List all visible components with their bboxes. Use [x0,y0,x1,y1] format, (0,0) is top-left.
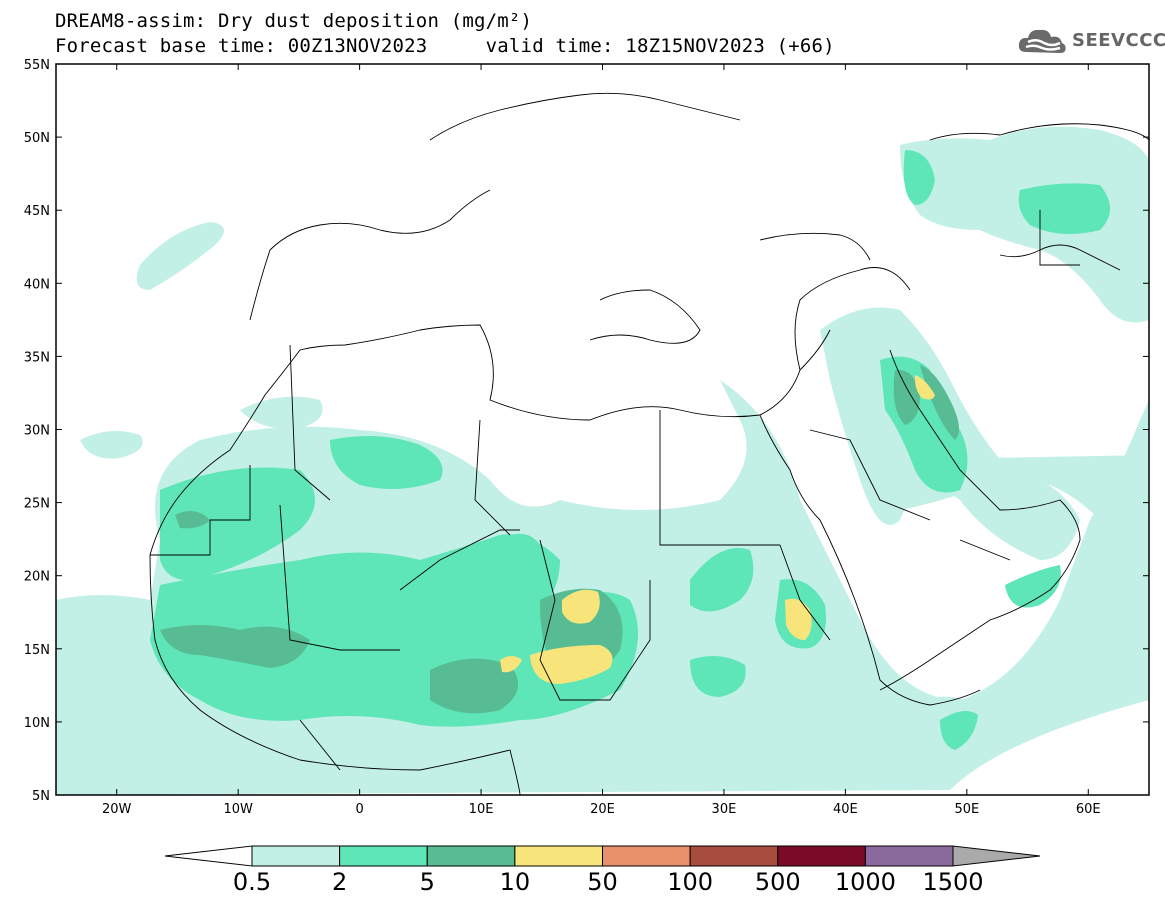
colorbar-label: 0.5 [232,868,272,896]
lon-axis: 20W 10W 0 10E 20E 30E 40E 50E 60E [102,64,1101,817]
lat-tick-label: 25N [24,497,50,512]
colorbar-swatch [602,845,691,867]
colorbar-label: 5 [419,868,435,896]
lon-tick-label: 10W [223,802,253,817]
lon-tick-label: 20E [590,802,615,817]
colorbar-left-arrow [164,845,253,867]
lat-tick-label: 50N [24,131,50,146]
map-title: DREAM8-assim: Dry dust deposition (mg/m²… [55,10,533,32]
lon-tick-label: 10E [469,802,494,817]
lat-tick-label: 40N [24,277,50,292]
colorbar-label: 1500 [922,868,984,896]
cloud-icon [1018,29,1066,53]
lat-tick-label: 35N [24,350,50,365]
colorbar-swatch [251,845,341,867]
colorbar-swatch [339,845,428,867]
lon-tick-label: 40E [833,802,858,817]
lat-tick-label: 15N [24,643,50,658]
colorbar-label: 1000 [834,868,896,896]
lat-tick-label: 30N [24,424,50,439]
colorbar-swatch [777,845,866,867]
lon-tick-label: 20W [102,802,132,817]
lat-tick-label: 20N [24,570,50,585]
colorbar-label: 2 [331,868,348,896]
logo-text: SEEVCCC [1072,30,1165,51]
dust-fields [56,126,1149,795]
colorbar-right-arrow [952,845,1041,867]
seevccc-logo: SEEVCCC [1016,24,1165,60]
colorbar-swatch [514,845,603,867]
colorbar-label: 500 [754,868,801,896]
colorbar [164,845,1041,867]
lat-axis: 55N 50N 45N 40N 35N 30N 25N 20N 15N 10N 5N [24,58,1149,804]
lat-tick-label: 10N [24,716,50,731]
colorbar-swatch [426,845,516,867]
lon-tick-label: 50E [954,802,979,817]
colorbar-swatch [864,845,954,867]
lat-tick-label: 55N [24,58,50,73]
lon-tick-label: 0 [355,802,363,817]
lat-tick-label: 45N [24,204,50,219]
colorbar-label: 10 [499,868,531,896]
colorbar-label: 50 [587,868,618,896]
lon-tick-label: 60E [1076,802,1101,817]
coastlines [149,92,1149,795]
forecast-time-line: Forecast base time: 00Z13NOV2023 valid t… [55,35,835,57]
colorbar-label: 100 [667,868,714,896]
colorbar-swatch [689,845,779,867]
lat-tick-label: 5N [32,789,50,804]
lon-tick-label: 30E [712,802,737,817]
